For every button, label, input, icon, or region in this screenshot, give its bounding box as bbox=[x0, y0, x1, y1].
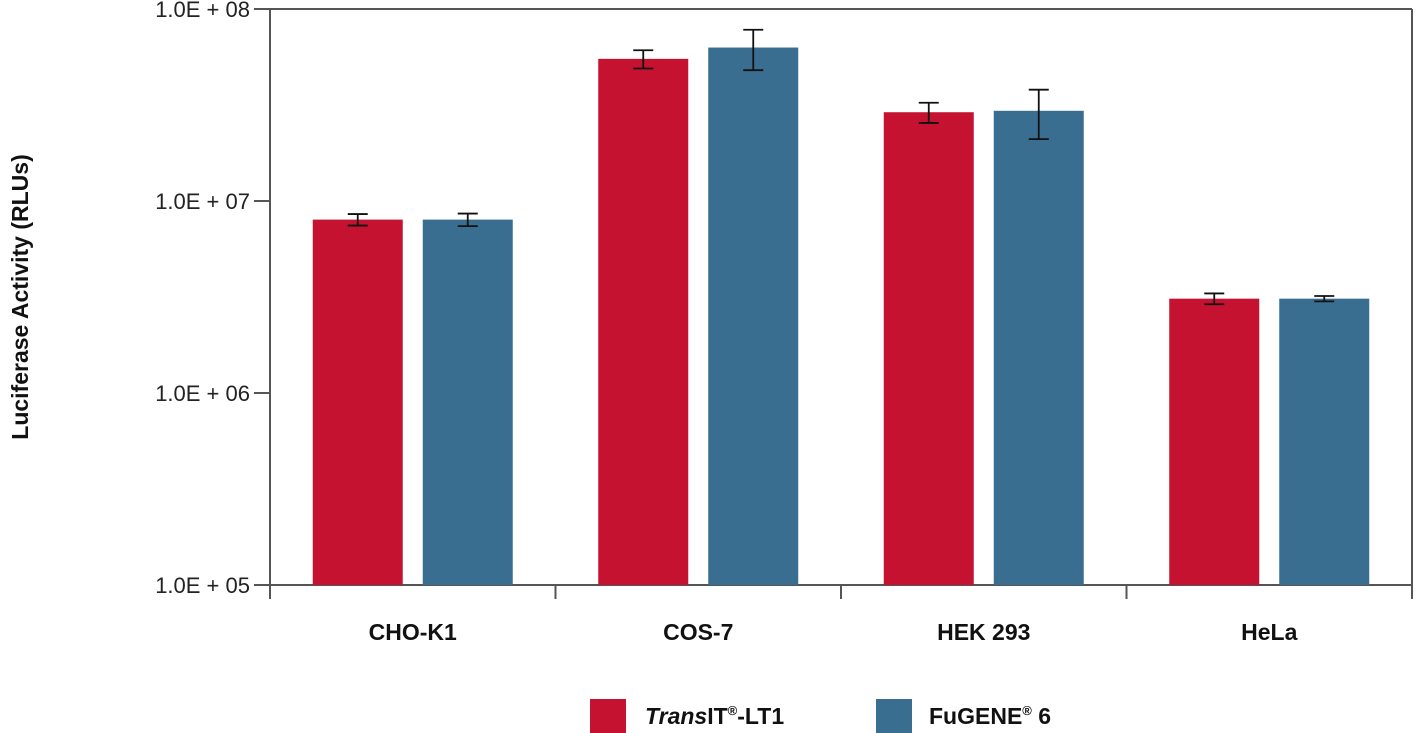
labels: 1.0E + 05 1.0E + 06 1.0E + 07 1.0E + 08 CHO-… bbox=[7, 0, 1298, 645]
y-tick-label: 1.0E + 06 bbox=[155, 381, 250, 406]
legend-label-suffix: -LT1 bbox=[737, 703, 784, 729]
bars bbox=[312, 28, 1370, 586]
legend-swatch bbox=[876, 699, 912, 733]
error-bar bbox=[347, 213, 368, 227]
legend-label-italic: Trans bbox=[645, 703, 707, 729]
error-bar bbox=[633, 49, 654, 70]
legend-label-suffix: 6 bbox=[1032, 703, 1051, 729]
x-category-label: HEK 293 bbox=[937, 619, 1030, 645]
error-bar bbox=[1314, 295, 1335, 303]
y-axis-title: Luciferase Activity (RLUs) bbox=[7, 154, 33, 439]
legend-label-main: FuGENE bbox=[929, 703, 1022, 729]
bar bbox=[883, 112, 974, 586]
x-category-label: HeLa bbox=[1241, 619, 1297, 645]
bar bbox=[1279, 298, 1370, 585]
bar bbox=[708, 47, 799, 586]
legend: TransIT®-LT1 FuGENE® 6 bbox=[590, 699, 1051, 733]
error-bar bbox=[1028, 88, 1049, 141]
bar bbox=[598, 58, 689, 586]
bar bbox=[312, 219, 403, 585]
legend-item: TransIT®-LT1 bbox=[590, 699, 784, 733]
legend-item: FuGENE® 6 bbox=[876, 699, 1051, 733]
legend-label-sup: ® bbox=[1022, 703, 1032, 718]
legend-label: FuGENE® 6 bbox=[929, 703, 1051, 729]
legend-label-sup: ® bbox=[728, 703, 738, 718]
y-tick-label: 1.0E + 08 bbox=[155, 0, 250, 22]
y-tick-label: 1.0E + 07 bbox=[155, 189, 250, 214]
x-category-label: CHO-K1 bbox=[369, 619, 457, 645]
legend-label-main: IT bbox=[707, 703, 727, 729]
error-bar bbox=[457, 212, 478, 228]
bar bbox=[993, 110, 1084, 585]
legend-label: TransIT®-LT1 bbox=[645, 703, 784, 729]
error-bar bbox=[743, 28, 764, 72]
bar bbox=[1169, 298, 1260, 585]
y-tick-label: 1.0E + 05 bbox=[155, 573, 250, 598]
error-bar bbox=[918, 101, 939, 124]
error-bar bbox=[1204, 292, 1225, 306]
x-category-label: COS-7 bbox=[663, 619, 733, 645]
legend-swatch bbox=[590, 699, 626, 733]
bar bbox=[422, 219, 513, 585]
